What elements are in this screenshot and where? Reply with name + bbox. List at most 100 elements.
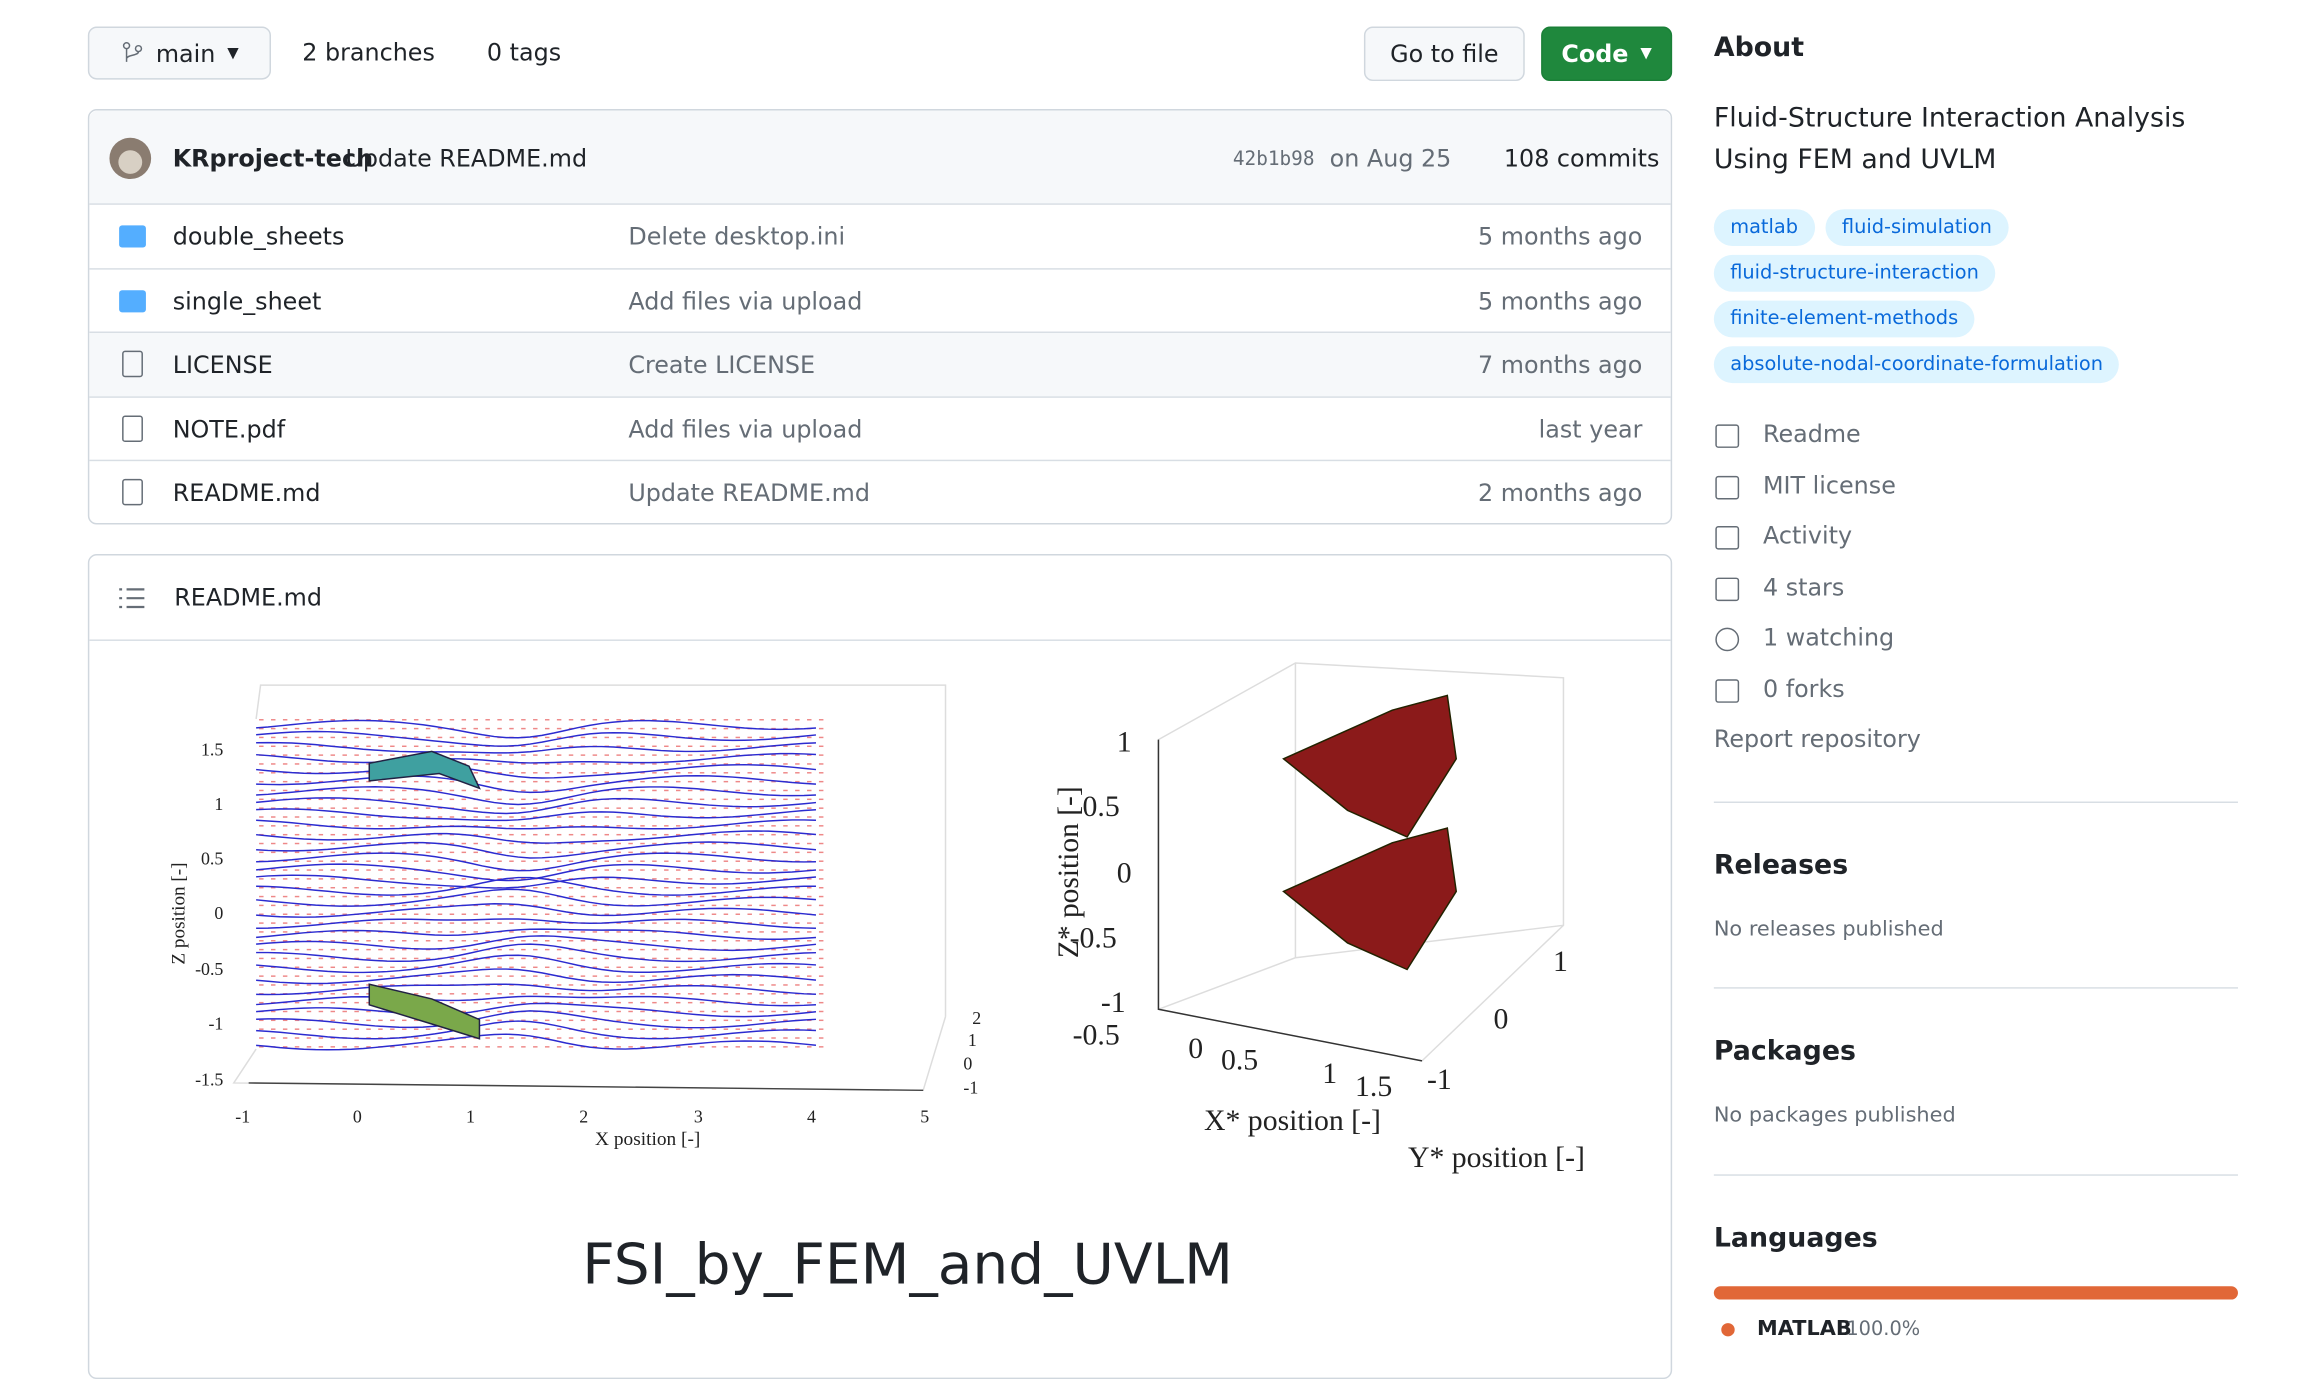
y-tick-label: 2 bbox=[972, 1008, 981, 1028]
x-tick-label: 2 bbox=[579, 1107, 588, 1127]
topic-tag[interactable]: finite-element-methods bbox=[1713, 300, 1975, 338]
streamline bbox=[256, 954, 817, 974]
x-tick-label: 1.5 bbox=[1355, 1071, 1392, 1103]
file-row: LICENSE Create LICENSE 7 months ago bbox=[89, 331, 1671, 397]
file-icon bbox=[122, 478, 143, 506]
figure-right: 10.50-0.5-1-0.5 0 0.5 1 1.510-1X* position [… bbox=[1053, 662, 1585, 1174]
topic-tag[interactable]: matlab bbox=[1713, 209, 1815, 247]
link-icon bbox=[1715, 526, 1740, 550]
file-commit-message[interactable]: Update README.md bbox=[628, 478, 870, 507]
file-name[interactable]: double_sheets bbox=[172, 222, 345, 251]
report-link[interactable]: Report repository bbox=[1713, 724, 1921, 753]
divider bbox=[1713, 1174, 2238, 1176]
releases-title[interactable]: Releases bbox=[1713, 850, 1849, 882]
readme-header: README.md bbox=[89, 555, 1671, 641]
sidebar-link[interactable]: MIT license bbox=[1762, 470, 1896, 499]
x-tick-label: 5 bbox=[920, 1107, 929, 1127]
go-to-file-button[interactable]: Go to file bbox=[1363, 26, 1525, 82]
z-tick-label: -0.5 bbox=[1070, 923, 1117, 955]
folder-icon bbox=[119, 289, 146, 312]
sidebar-link[interactable]: Activity bbox=[1762, 521, 1853, 550]
sidebar-link[interactable]: 4 stars bbox=[1762, 572, 1845, 601]
readme-filename[interactable]: README.md bbox=[174, 583, 322, 612]
z-axis-label: Z* position [-] bbox=[1053, 786, 1085, 958]
commit-count[interactable]: 108 commits bbox=[1503, 144, 1660, 173]
divider bbox=[1713, 987, 2238, 989]
streamline bbox=[256, 968, 817, 985]
divider bbox=[1713, 801, 2238, 804]
x-tick-label: 0 bbox=[353, 1107, 362, 1127]
file-row: README.md Update README.md 2 months ago bbox=[89, 459, 1671, 525]
commit-sha[interactable]: 42b1b98 bbox=[1232, 148, 1315, 171]
releases-note: No releases published bbox=[1713, 917, 1944, 942]
language-name[interactable]: MATLAB bbox=[1757, 1317, 1852, 1341]
file-row: single_sheet Add files via upload 5 months… bbox=[89, 267, 1671, 332]
file-commit-message[interactable]: Add files via upload bbox=[628, 414, 863, 443]
streamline bbox=[256, 719, 817, 739]
z-tick-label: -1 bbox=[208, 1014, 223, 1034]
streamline bbox=[256, 730, 817, 747]
topic-tag[interactable]: fluid-simulation bbox=[1825, 209, 2009, 247]
packages-note: No packages published bbox=[1713, 1103, 1956, 1128]
streamline bbox=[256, 1010, 817, 1029]
topic-tag[interactable]: fluid-structure-interaction bbox=[1713, 254, 1996, 292]
z-tick-label: 0 bbox=[214, 903, 223, 923]
file-age: last year bbox=[1538, 414, 1643, 443]
streamline bbox=[256, 819, 816, 830]
y-axis-label: Y* position [-] bbox=[1408, 1142, 1585, 1174]
sidebar-link[interactable]: 1 watching bbox=[1762, 623, 1895, 652]
streamline bbox=[256, 752, 817, 764]
streamline bbox=[256, 943, 816, 963]
commit-date: on Aug 25 bbox=[1329, 144, 1452, 173]
link-icon bbox=[1715, 424, 1740, 448]
topic-tag[interactable]: absolute-nodal-coordinate-formulation bbox=[1713, 346, 2120, 384]
z-axis-label: Z position [-] bbox=[169, 862, 190, 964]
streamline bbox=[256, 888, 817, 907]
sheet-lower bbox=[368, 983, 481, 1040]
streamline bbox=[256, 763, 817, 779]
code-button[interactable]: Code ▼ bbox=[1541, 26, 1673, 82]
x-tick-label: 0.5 bbox=[1221, 1045, 1258, 1077]
z-tick-label: 1 bbox=[214, 794, 223, 814]
file-table: KRproject-tech Update README.md 42b1b98 … bbox=[87, 109, 1673, 525]
file-age: 5 months ago bbox=[1478, 222, 1643, 251]
streamline bbox=[256, 983, 816, 996]
file-commit-message[interactable]: Delete desktop.ini bbox=[628, 222, 846, 251]
streamline bbox=[256, 808, 817, 822]
tags-link[interactable]: 0 tags bbox=[486, 38, 562, 67]
file-commit-message[interactable]: Add files via upload bbox=[628, 286, 863, 315]
streamline bbox=[256, 935, 817, 952]
packages-title[interactable]: Packages bbox=[1713, 1035, 1856, 1067]
file-commit-message[interactable]: Create LICENSE bbox=[628, 350, 816, 379]
avatar bbox=[109, 137, 152, 180]
commit-message[interactable]: Update README.md bbox=[345, 144, 588, 173]
language-percent: 100.0% bbox=[1846, 1318, 1921, 1341]
about-title: About bbox=[1713, 32, 1805, 64]
file-icon bbox=[122, 350, 143, 378]
code-label: Code bbox=[1561, 39, 1629, 68]
file-name[interactable]: NOTE.pdf bbox=[172, 414, 286, 443]
link-icon bbox=[1715, 627, 1740, 652]
streamline bbox=[256, 874, 817, 889]
sidebar-link[interactable]: 0 forks bbox=[1762, 674, 1845, 703]
file-name[interactable]: LICENSE bbox=[172, 350, 273, 379]
y-tick-label: 0 bbox=[963, 1054, 972, 1074]
streamline bbox=[256, 928, 817, 941]
folder-icon bbox=[119, 225, 146, 248]
commit-author[interactable]: KRproject-tech bbox=[172, 144, 374, 173]
file-icon bbox=[122, 414, 143, 442]
z-tick-label: -0.5 bbox=[195, 959, 223, 979]
language-dot bbox=[1721, 1323, 1735, 1337]
branches-link[interactable]: 2 branches bbox=[302, 38, 435, 67]
sidebar-link[interactable]: Readme bbox=[1762, 419, 1861, 448]
y-tick-label: -1 bbox=[1427, 1064, 1452, 1096]
link-icon bbox=[1715, 576, 1740, 601]
z-tick-label: -1 bbox=[1101, 987, 1126, 1019]
file-name[interactable]: README.md bbox=[172, 478, 321, 507]
sheet-upper bbox=[368, 750, 481, 790]
file-name[interactable]: single_sheet bbox=[172, 286, 322, 315]
x-axis-label: X position [-] bbox=[595, 1129, 700, 1150]
branch-button[interactable]: main ▼ bbox=[87, 26, 271, 80]
file-age: 7 months ago bbox=[1478, 350, 1643, 379]
